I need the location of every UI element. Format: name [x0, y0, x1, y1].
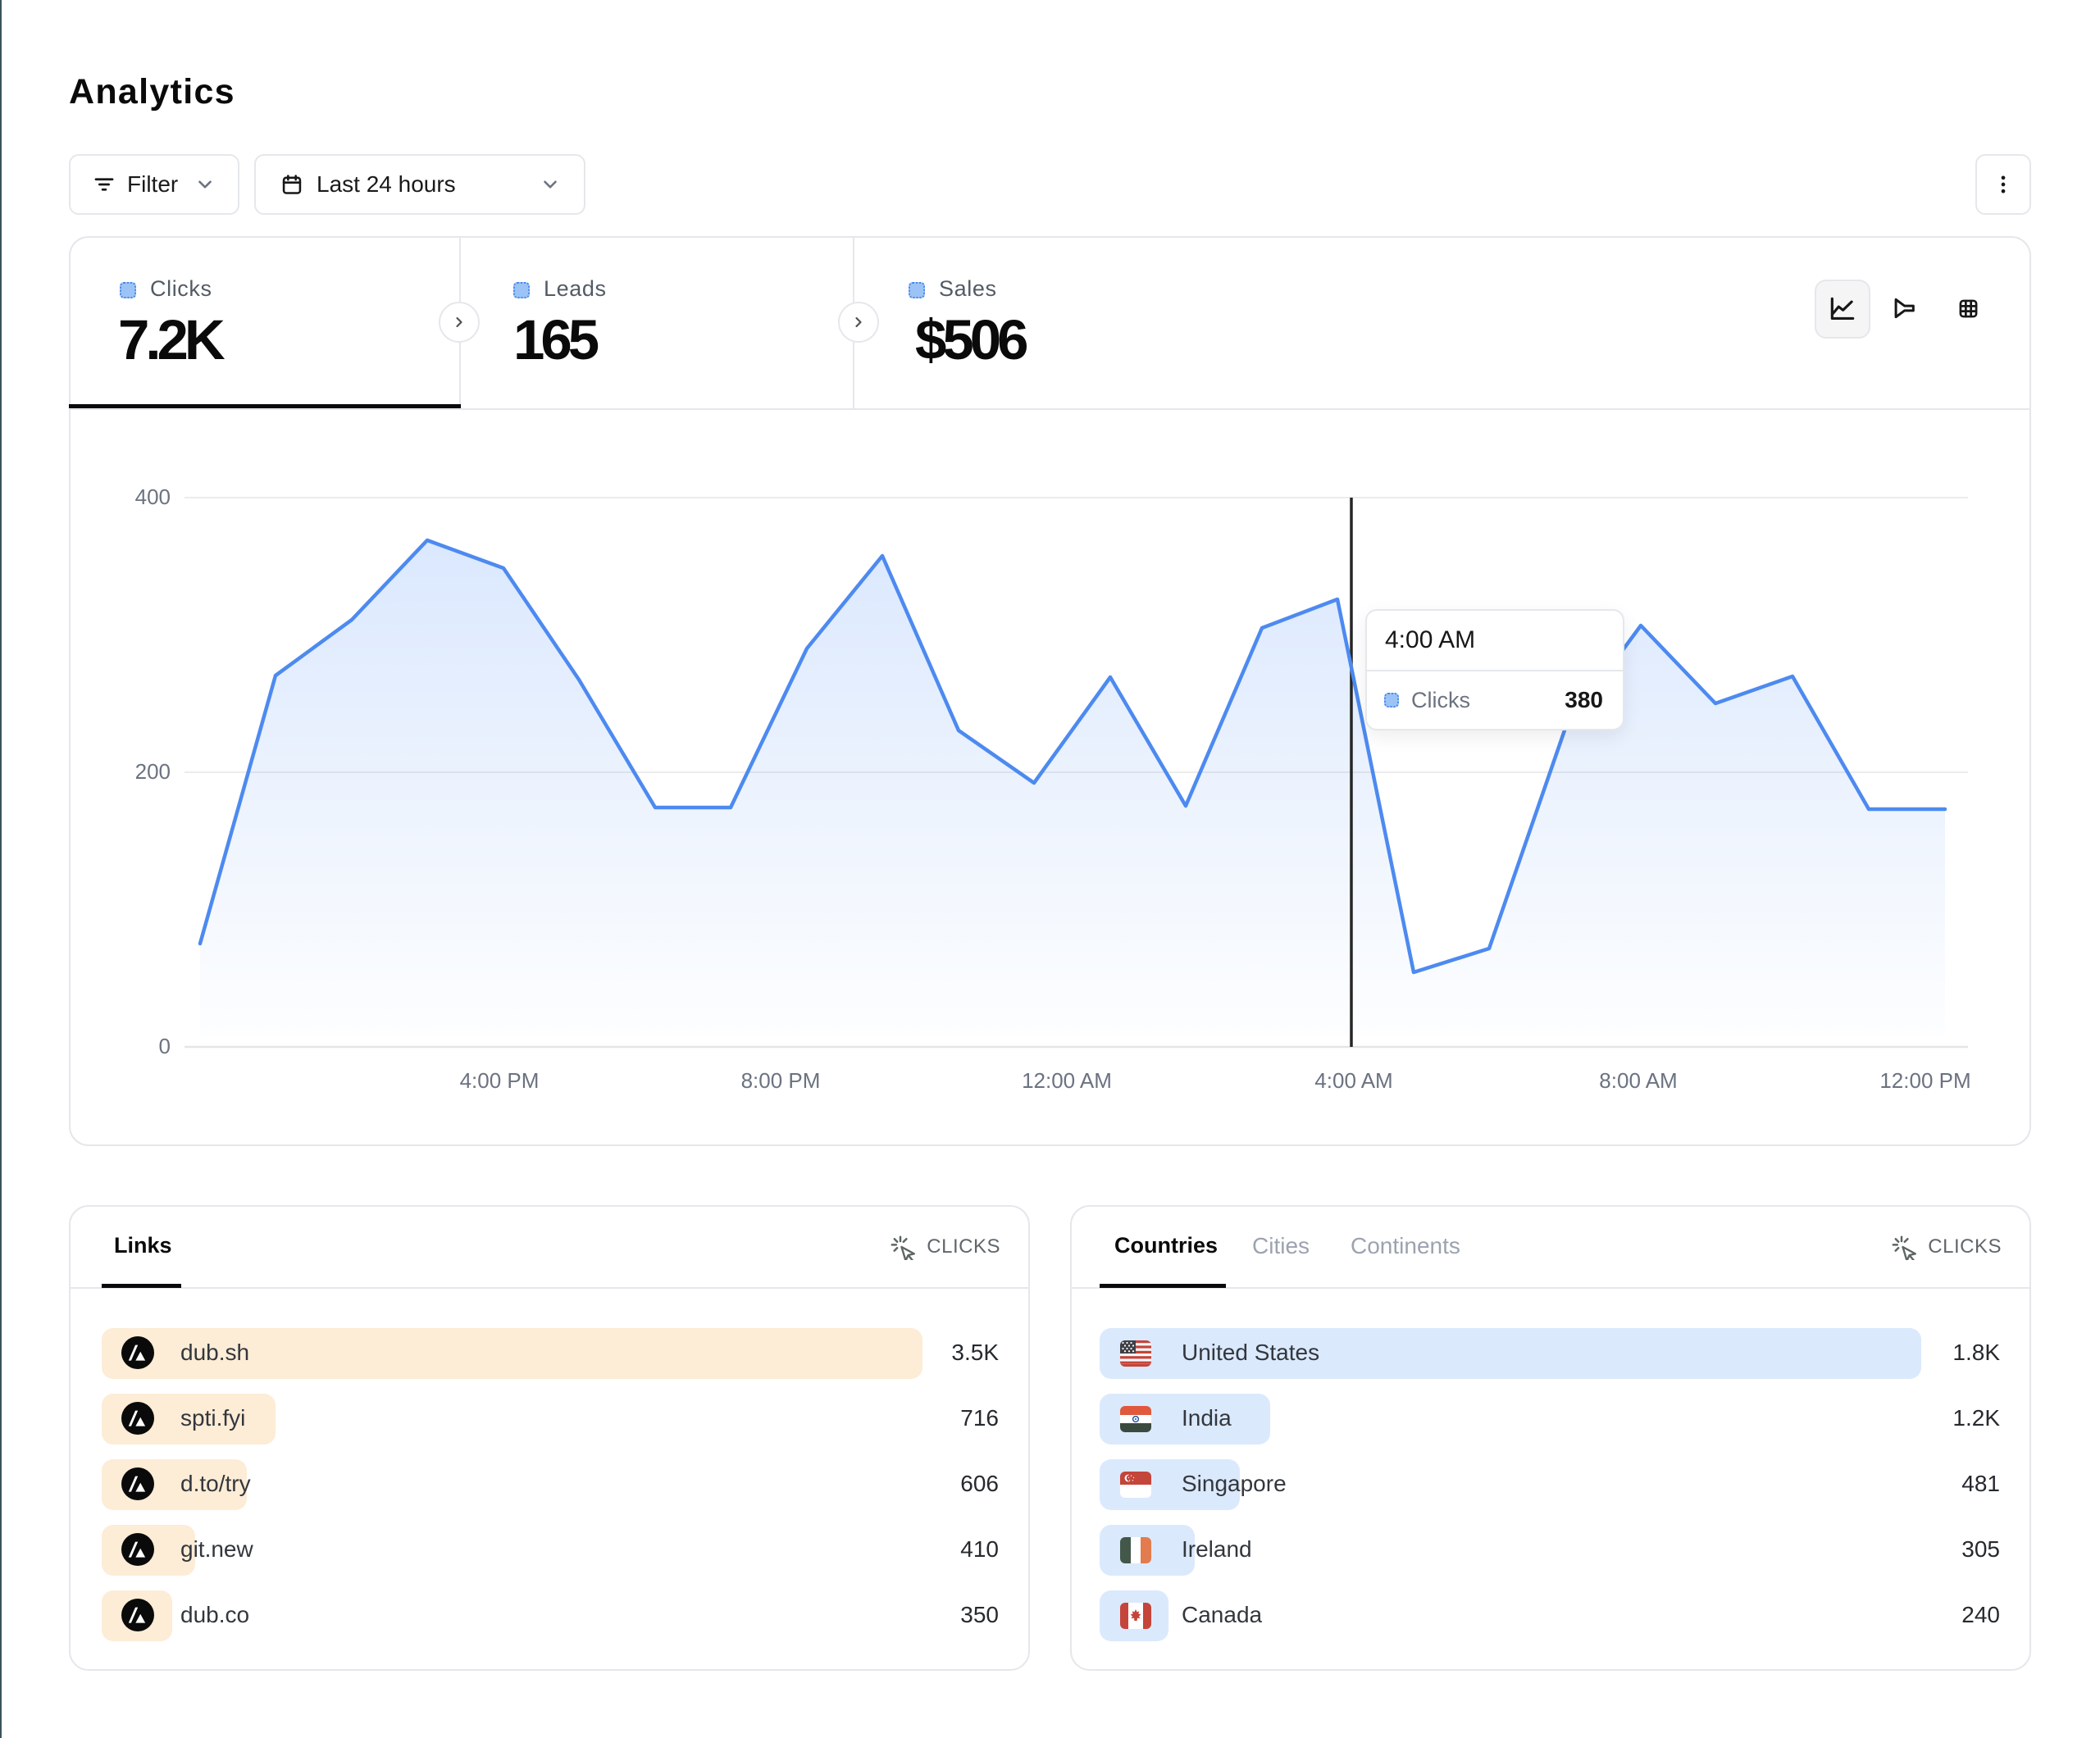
svg-text:8:00 PM: 8:00 PM [741, 1068, 821, 1093]
svg-text:200: 200 [135, 759, 171, 784]
svg-text:4:00 AM: 4:00 AM [1314, 1068, 1392, 1093]
svg-text:12:00 AM: 12:00 AM [1022, 1068, 1112, 1093]
svg-text:400: 400 [135, 485, 171, 509]
svg-text:8:00 AM: 8:00 AM [1599, 1068, 1677, 1093]
svg-text:4:00 PM: 4:00 PM [460, 1068, 540, 1093]
svg-text:0: 0 [159, 1034, 171, 1058]
svg-text:12:00 PM: 12:00 PM [1879, 1068, 1970, 1093]
